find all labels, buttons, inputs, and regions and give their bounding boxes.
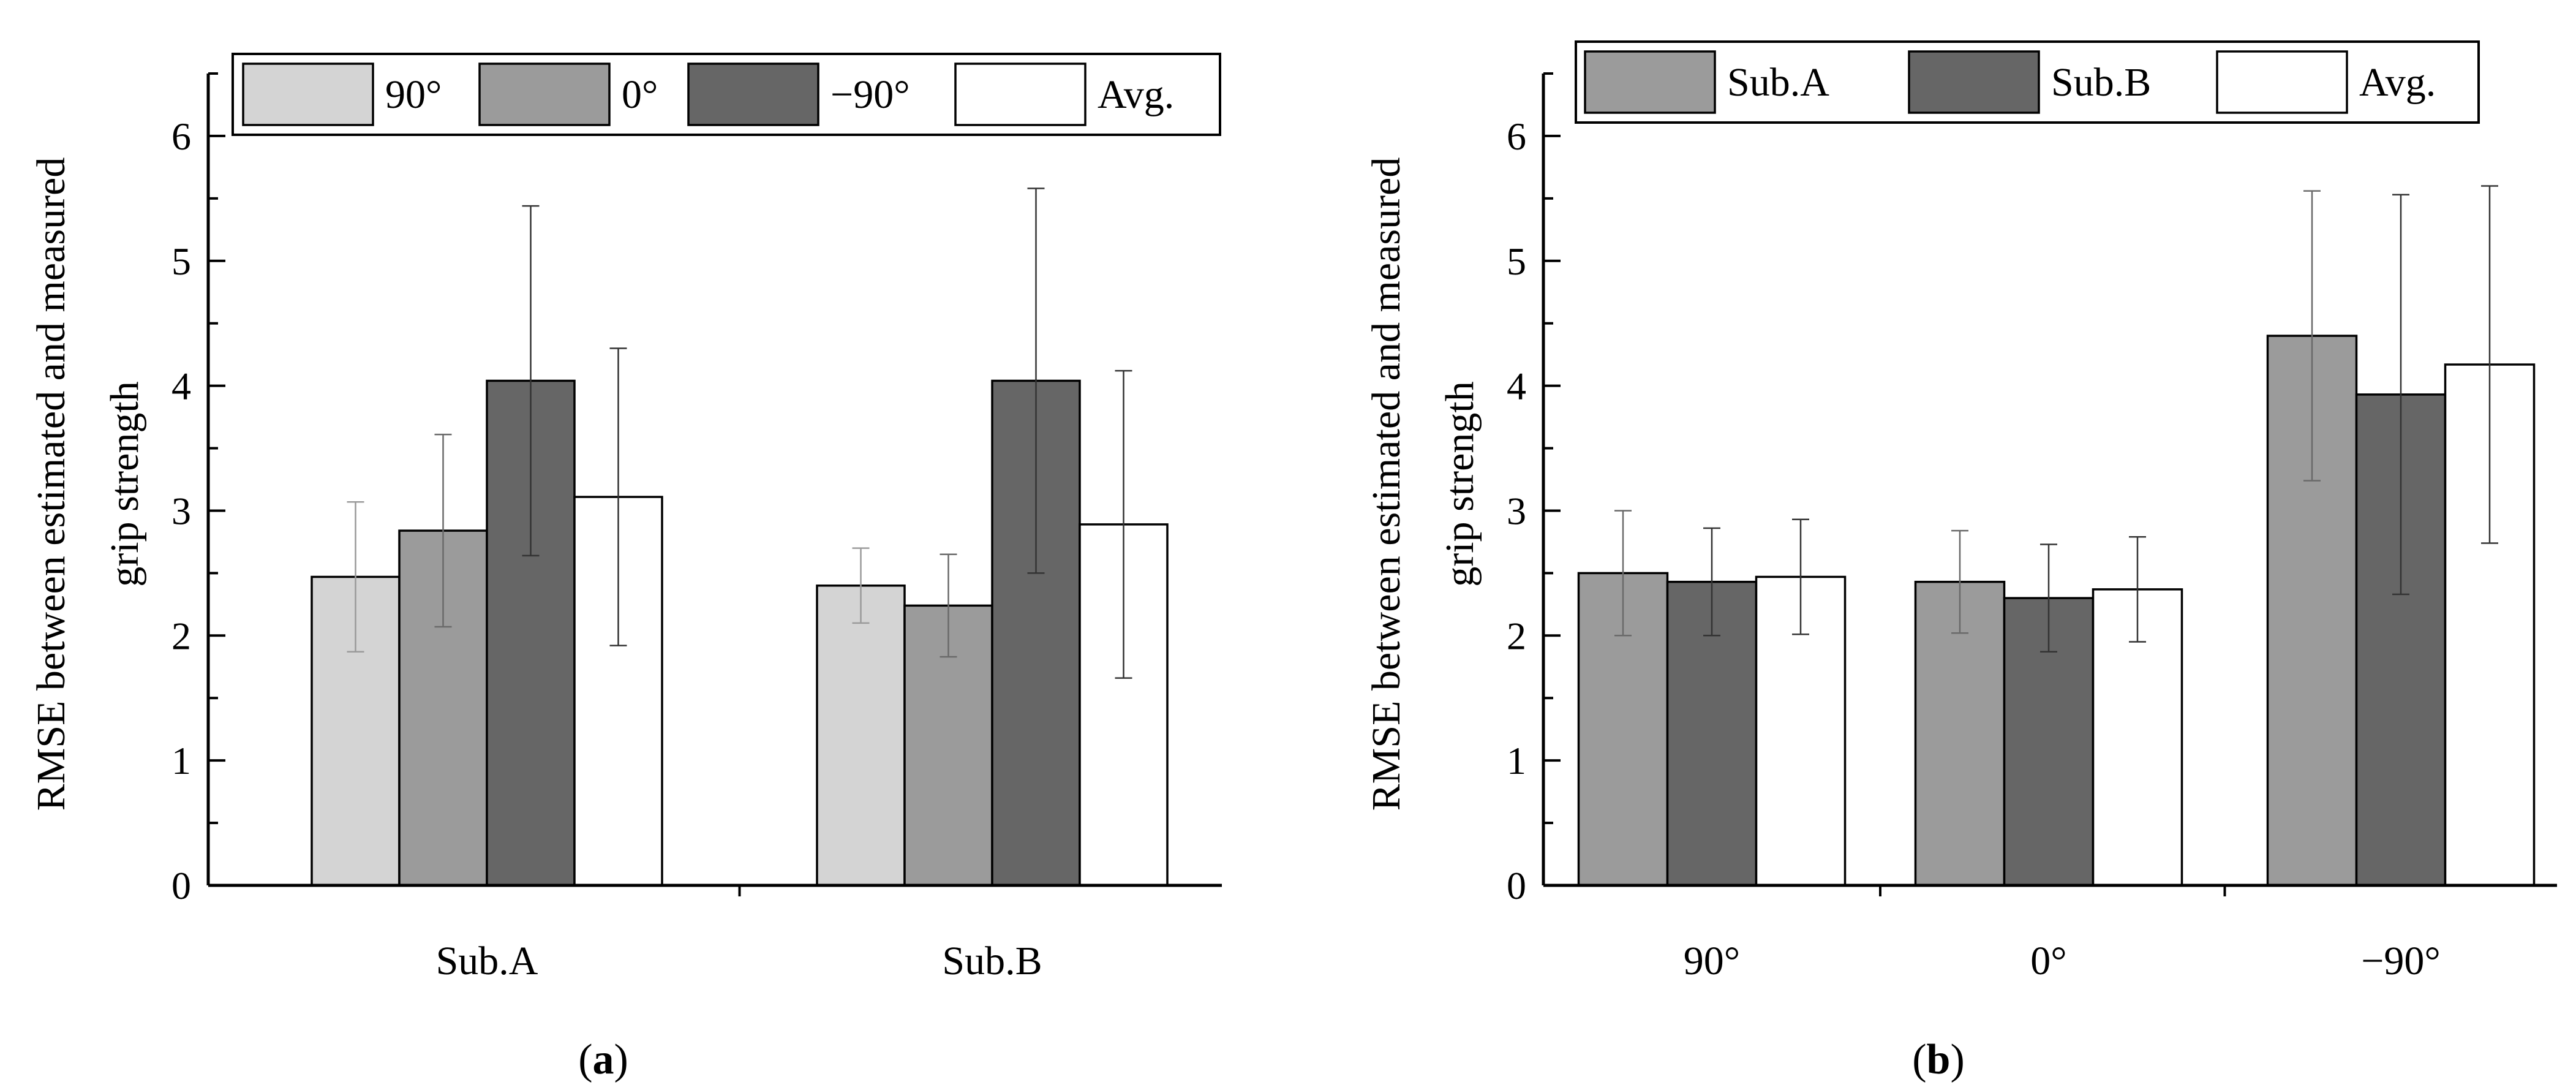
panel-b-legend-label-0: Sub.A <box>1727 60 1829 105</box>
panel-b-category-label-1: 0° <box>2030 939 2066 983</box>
panel-a-legend-swatch-1 <box>478 62 611 126</box>
panel-a-legend-label-1: 0° <box>622 72 658 117</box>
panel-a-legend-swatch-0 <box>242 62 374 126</box>
panel-b-y-tick-label: 0 <box>1507 864 1526 907</box>
panel-a-legend-swatch-2 <box>687 62 819 126</box>
panel-b-y-tick-label: 6 <box>1507 115 1526 158</box>
panel-b-category-label-0: 90° <box>1684 939 1740 983</box>
panel-b-legend: Sub.A Sub.B Avg. <box>1575 40 2480 124</box>
panel-a-legend: 90° 0° −90° Avg. <box>232 53 1221 136</box>
panel-a-y-tick-labels: 0 1 2 3 4 5 6 <box>171 115 191 907</box>
panel-a-category-label-0: Sub.A <box>436 939 538 983</box>
panel-b-legend-swatch-2 <box>2216 50 2348 114</box>
panel-b-y-axis-title-line1: RMSE between estimated and measured <box>1364 157 1409 811</box>
panel-b-error-bars <box>1614 185 2498 653</box>
panel-b-chart: 0 1 2 3 4 5 6 90° 0° −90° RMSE between estimated… <box>1364 40 2557 1083</box>
panel-a-y-tick-label: 2 <box>171 614 191 657</box>
panel-a-legend-label-0: 90° <box>385 72 442 117</box>
panel-a-y-axis-title-line2: grip strength <box>102 381 147 586</box>
panel-b-y-ticks <box>1543 72 1561 887</box>
panel-b-bars <box>1577 335 2536 887</box>
panel-a-legend-label-3: Avg. <box>1098 72 1174 117</box>
panel-a-legend-label-2: −90° <box>830 72 910 117</box>
panel-a-y-tick-label: 1 <box>171 739 191 782</box>
panel-b-legend-swatch-1 <box>1908 50 2040 114</box>
panel-b-legend-label-2: Avg. <box>2359 60 2436 105</box>
panel-b-caption: (b) <box>1912 1036 1965 1083</box>
panel-b-y-tick-label: 3 <box>1507 489 1526 532</box>
panel-b-category-label-2: −90° <box>2361 939 2441 983</box>
panel-a-y-axis-title-line1: RMSE between estimated and measured <box>29 157 73 811</box>
panel-b-y-tick-label: 4 <box>1507 365 1526 408</box>
panel-a-legend-swatch-3 <box>954 62 1087 126</box>
panel-b-y-tick-labels: 0 1 2 3 4 5 6 <box>1507 115 1526 907</box>
panel-b-category-labels: 90° 0° −90° <box>1684 939 2441 983</box>
panel-a-y-tick-label: 5 <box>171 240 191 283</box>
panel-a-category-labels: Sub.A Sub.B <box>436 939 1042 983</box>
panel-b-y-tick-label: 5 <box>1507 240 1526 283</box>
panel-a-category-label-1: Sub.B <box>942 939 1042 983</box>
panel-a-axes <box>206 74 1222 896</box>
panel-b-legend-swatch-0 <box>1584 50 1716 114</box>
panel-a-bars <box>311 379 1169 887</box>
panel-a-error-bars <box>347 187 1132 679</box>
panel-b-y-tick-label: 2 <box>1507 614 1526 657</box>
panel-a-y-tick-label: 0 <box>171 864 191 907</box>
panel-a-y-tick-label: 3 <box>171 489 191 532</box>
bar-a-1-0 <box>816 585 906 887</box>
panel-b-axes <box>1542 74 2557 896</box>
panel-a-y-tick-label: 4 <box>171 365 191 408</box>
panel-a-chart: 0 1 2 3 4 5 6 Sub.A Sub.B RMSE between estimate… <box>29 53 1222 1083</box>
panel-b-legend-label-1: Sub.B <box>2051 60 2151 105</box>
panel-b-y-axis-title-line2: grip strength <box>1437 381 1482 586</box>
panel-b-y-tick-label: 1 <box>1507 739 1526 782</box>
panel-a-y-tick-label: 6 <box>171 115 191 158</box>
panel-a-caption: (a) <box>578 1036 628 1083</box>
panel-a-y-ticks <box>208 72 225 887</box>
